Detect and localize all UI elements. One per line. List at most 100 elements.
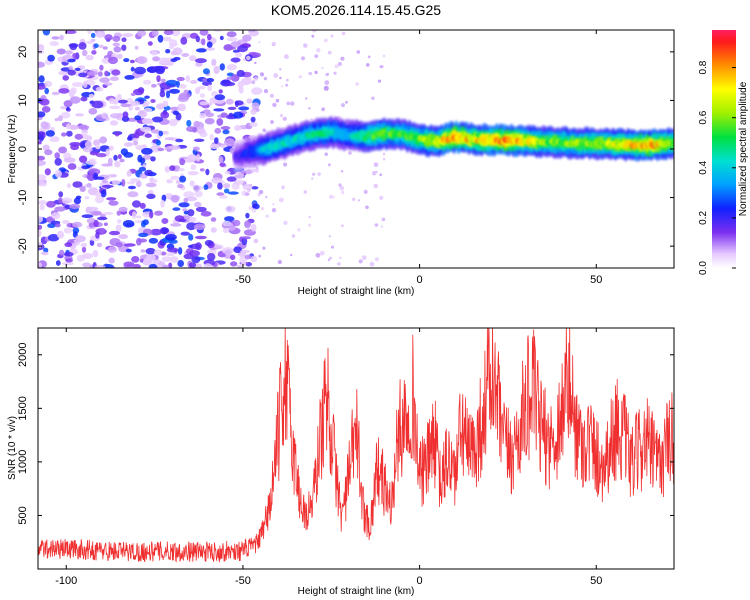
noise-cell: [178, 218, 187, 223]
noise-cell: [66, 183, 72, 189]
noise-cell: [108, 56, 118, 65]
noise-cell: [186, 222, 197, 231]
noise-cell: [106, 197, 117, 201]
noise-cell: [227, 106, 237, 110]
noise-cell: [163, 30, 174, 36]
noise-cell: [195, 35, 200, 43]
noise-cell: [54, 158, 62, 166]
noise-cell: [234, 126, 243, 130]
noise-cell: [192, 146, 200, 151]
noise-cell: [81, 128, 88, 136]
noise-cell: [220, 112, 229, 118]
noise-cell: [78, 42, 87, 50]
noise-cell: [121, 37, 127, 42]
noise-cell: [115, 241, 123, 248]
noise-speck: [277, 259, 283, 265]
noise-cell: [138, 110, 145, 115]
noise-cell: [92, 249, 99, 258]
noise-speck: [380, 225, 383, 228]
noise-cell: [111, 179, 121, 185]
noise-cell: [188, 262, 197, 268]
noise-cell: [206, 78, 215, 83]
noise-speck: [382, 152, 386, 156]
noise-speck: [259, 72, 265, 77]
noise-cell: [93, 139, 101, 146]
noise-speck: [314, 54, 319, 58]
noise-cell: [165, 90, 171, 99]
noise-cell: [240, 170, 247, 174]
noise-speck: [366, 63, 370, 67]
noise-speck: [263, 89, 269, 94]
noise-cell: [116, 94, 122, 101]
noise-cell: [136, 237, 142, 246]
noise-cell: [67, 163, 77, 170]
noise-cell: [194, 235, 207, 240]
noise-cell: [168, 145, 181, 150]
noise-cell: [72, 181, 83, 188]
noise-speck: [314, 70, 318, 75]
noise-cell: [99, 136, 108, 144]
noise-cell: [104, 82, 113, 86]
noise-cell: [117, 154, 122, 160]
noise-cell: [102, 46, 108, 50]
noise-cell: [94, 265, 106, 268]
noise-cell: [181, 53, 190, 57]
noise-cell: [38, 262, 42, 268]
noise-cell: [204, 239, 213, 247]
noise-cell: [99, 64, 104, 71]
noise-speck: [352, 197, 356, 201]
noise-cell: [189, 55, 197, 62]
y-tick-label: 10: [17, 94, 29, 106]
noise-cell: [246, 55, 251, 61]
noise-cell: [179, 158, 186, 166]
noise-cell: [70, 87, 77, 95]
noise-cell: [101, 184, 114, 188]
noise-cell: [186, 154, 198, 163]
noise-cell: [168, 39, 178, 47]
noise-cell: [113, 154, 118, 161]
noise-speck: [369, 261, 375, 267]
noise-cell: [144, 133, 152, 138]
noise-speck: [308, 107, 311, 110]
noise-speck: [272, 102, 277, 108]
noise-speck: [337, 262, 341, 266]
noise-cell: [140, 126, 152, 132]
noise-cell: [251, 102, 260, 110]
noise-cell: [104, 34, 113, 41]
noise-cell: [205, 168, 210, 176]
noise-cell: [127, 191, 139, 198]
noise-cell: [63, 251, 74, 257]
colorbar-tick-label: 0.0: [698, 261, 709, 275]
noise-cell: [251, 87, 263, 95]
noise-cell: [81, 135, 92, 140]
noise-speck: [258, 254, 262, 258]
noise-speck: [281, 85, 284, 88]
noise-cell: [98, 44, 104, 48]
noise-cell: [138, 166, 146, 172]
noise-cell: [64, 50, 73, 55]
noise-cell: [199, 101, 209, 106]
noise-cell: [144, 95, 150, 99]
noise-cell: [186, 93, 191, 98]
noise-cell: [237, 45, 249, 53]
noise-cell: [87, 30, 92, 35]
noise-cell: [195, 242, 202, 251]
noise-cell: [186, 196, 198, 202]
noise-cell: [75, 195, 82, 200]
noise-cell: [138, 232, 149, 238]
noise-cell: [111, 69, 121, 76]
noise-speck: [327, 163, 331, 167]
noise-cell: [86, 40, 94, 44]
noise-speck: [260, 207, 265, 211]
noise-cell: [232, 111, 244, 119]
noise-speck: [278, 197, 284, 203]
noise-cell: [123, 142, 134, 147]
noise-cell: [252, 203, 260, 210]
noise-cell: [214, 94, 226, 101]
noise-cell: [193, 223, 206, 231]
noise-cell: [195, 206, 207, 212]
noise-cell: [114, 132, 120, 137]
noise-cell: [139, 202, 146, 209]
noise-cell: [87, 71, 99, 76]
noise-cell: [194, 190, 203, 198]
